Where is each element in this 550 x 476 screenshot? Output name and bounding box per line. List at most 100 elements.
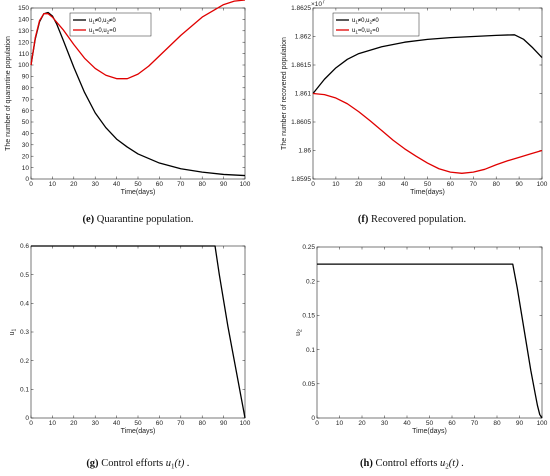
chart-f-legend-label: u1≠0,u2≠0: [352, 18, 379, 25]
chart-e-y-tick-label: 50: [22, 119, 30, 126]
chart-e-caption: (e) Quarantine population.: [82, 214, 193, 225]
chart-f-series-line-2: [312, 92, 543, 174]
chart-e-x-tick-label: 30: [92, 181, 100, 188]
chart-g-y-tick-label: 0: [25, 415, 29, 422]
chart-e-x-tick-label: 40: [113, 181, 121, 188]
chart-f-y-tick-label: 1.8615: [291, 62, 311, 69]
chart-h-y-tick-label: 0: [311, 415, 315, 422]
chart-f-x-tick-label: 30: [378, 181, 386, 188]
chart-h-x-tick-label: 70: [471, 420, 479, 427]
chart-e-y-tick-label: 90: [22, 74, 30, 81]
chart-e-legend-box: [69, 12, 152, 37]
chart-g-y-tick-label: 0.6: [20, 243, 29, 250]
chart-h-y-tick-label: 0.2: [306, 278, 315, 285]
chart-f-y-tick-label: 1.8625: [291, 5, 311, 12]
chart-h-plot-frame: [316, 246, 543, 419]
chart-f-x-tick-label: 100: [537, 181, 548, 188]
chart-e-y-tick-label: 80: [22, 85, 30, 92]
chart-h-x-tick-label: 50: [426, 420, 434, 427]
chart-h-x-tick-label: 30: [381, 420, 389, 427]
chart-h-y-axis-label: u2: [295, 329, 304, 336]
chart-f-y-axis-label: The number of recovered population: [281, 37, 288, 150]
chart-g-x-tick-label: 0: [29, 420, 33, 427]
chart-h-x-tick-label: 60: [448, 420, 456, 427]
chart-e-y-tick-label: 30: [22, 142, 30, 149]
chart-f-caption: (f) Recovered population.: [358, 214, 466, 225]
chart-e-x-tick-label: 10: [49, 181, 57, 188]
chart-e-y-tick-label: 140: [18, 17, 29, 24]
chart-e-x-axis-label: Time(days): [121, 189, 156, 196]
chart-g-y-tick-label: 0.5: [20, 272, 29, 279]
chart-f-x-tick-label: 60: [447, 181, 455, 188]
chart-f-y-tick-label: 1.861: [295, 91, 312, 98]
chart-e-y-tick-label: 10: [22, 165, 30, 172]
chart-g-x-tick-label: 100: [240, 420, 251, 427]
chart-e-y-tick-label: 20: [22, 153, 30, 160]
chart-h-x-tick-label: 90: [516, 420, 524, 427]
chart-h-x-tick-label: 80: [493, 420, 501, 427]
chart-f-x-tick-label: 50: [424, 181, 432, 188]
chart-f-y-tick-label: 1.86: [298, 148, 311, 155]
chart-e-y-tick-label: 60: [22, 108, 30, 115]
chart-e-y-axis-label: The number of quarantine population: [5, 36, 12, 151]
chart-e-x-tick-label: 20: [70, 181, 78, 188]
chart-e-x-tick-label: 70: [177, 181, 185, 188]
chart-h-x-tick-label: 0: [315, 420, 319, 427]
chart-g-y-tick-label: 0.4: [20, 301, 29, 308]
chart-g-x-tick-label: 30: [92, 420, 100, 427]
chart-g-x-tick-label: 20: [70, 420, 78, 427]
chart-e-series-line-2: [30, 0, 246, 80]
chart-g-x-tick-label: 50: [134, 420, 142, 427]
chart-e-x-tick-label: 60: [156, 181, 164, 188]
chart-f-legend-label: u1=0,u2=0: [352, 28, 380, 35]
chart-f-legend-box: [332, 12, 420, 37]
chart-h-x-axis-label: Time(days): [412, 428, 447, 435]
chart-g-y-tick-label: 0.1: [20, 387, 29, 394]
chart-e-x-tick-label: 100: [240, 181, 251, 188]
chart-e-y-tick-label: 110: [19, 51, 30, 58]
chart-g-x-tick-label: 80: [199, 420, 207, 427]
chart-f-x-tick-label: 10: [332, 181, 340, 188]
chart-h-x-tick-label: 40: [403, 420, 411, 427]
chart-h-x-tick-label: 10: [336, 420, 344, 427]
chart-g-x-tick-label: 90: [220, 420, 228, 427]
chart-f-plot-frame: [312, 7, 543, 180]
chart-h-y-tick-label: 0.15: [302, 313, 315, 320]
chart-h-x-tick-label: 100: [537, 420, 548, 427]
chart-f-y-tick-label: 1.8595: [291, 176, 311, 183]
chart-e-legend-label: u1≠0,u2≠0: [89, 18, 116, 25]
chart-e-x-tick-label: 50: [134, 181, 142, 188]
chart-e-x-tick-label: 80: [199, 181, 207, 188]
chart-f-x-tick-label: 90: [515, 181, 523, 188]
chart-g-plot-frame: [30, 245, 246, 419]
chart-e-y-tick-label: 120: [18, 39, 29, 46]
chart-g-x-axis-label: Time(days): [121, 428, 156, 435]
chart-g-x-tick-label: 70: [177, 420, 185, 427]
chart-h-y-tick-label: 0.25: [302, 244, 315, 251]
chart-g-x-tick-label: 60: [156, 420, 164, 427]
chart-f-series-line-1: [312, 34, 543, 94]
chart-h-series-line-1: [317, 263, 543, 419]
chart-h-y-tick-label: 0.1: [306, 347, 315, 354]
chart-f-x-tick-label: 40: [401, 181, 409, 188]
chart-h-caption: (h) Control efforts u2(t) .: [360, 458, 464, 471]
chart-e-y-tick-label: 70: [22, 96, 30, 103]
chart-e-plot-frame: [30, 7, 246, 180]
chart-g-x-tick-label: 40: [113, 420, 121, 427]
chart-e-y-tick-label: 0: [25, 176, 29, 183]
chart-e-legend-label: u1=0,u2=0: [89, 28, 117, 35]
chart-f-x-tick-label: 20: [355, 181, 363, 188]
chart-f-x-tick-label: 0: [311, 181, 315, 188]
chart-e-y-tick-label: 40: [22, 131, 30, 138]
chart-g-y-axis-label: u1: [9, 328, 18, 335]
chart-f-x-tick-label: 70: [470, 181, 478, 188]
chart-h-x-tick-label: 20: [358, 420, 366, 427]
chart-e-y-tick-label: 100: [18, 62, 29, 69]
chart-g-caption: (g) Control efforts u1(t) .: [86, 458, 189, 471]
chart-h-y-tick-label: 0.05: [302, 381, 315, 388]
chart-g-y-tick-label: 0.2: [20, 358, 29, 365]
chart-f-x-tick-label: 80: [493, 181, 501, 188]
chart-f-y-tick-label: 1.8605: [291, 119, 311, 126]
chart-e-y-tick-label: 130: [18, 28, 29, 35]
